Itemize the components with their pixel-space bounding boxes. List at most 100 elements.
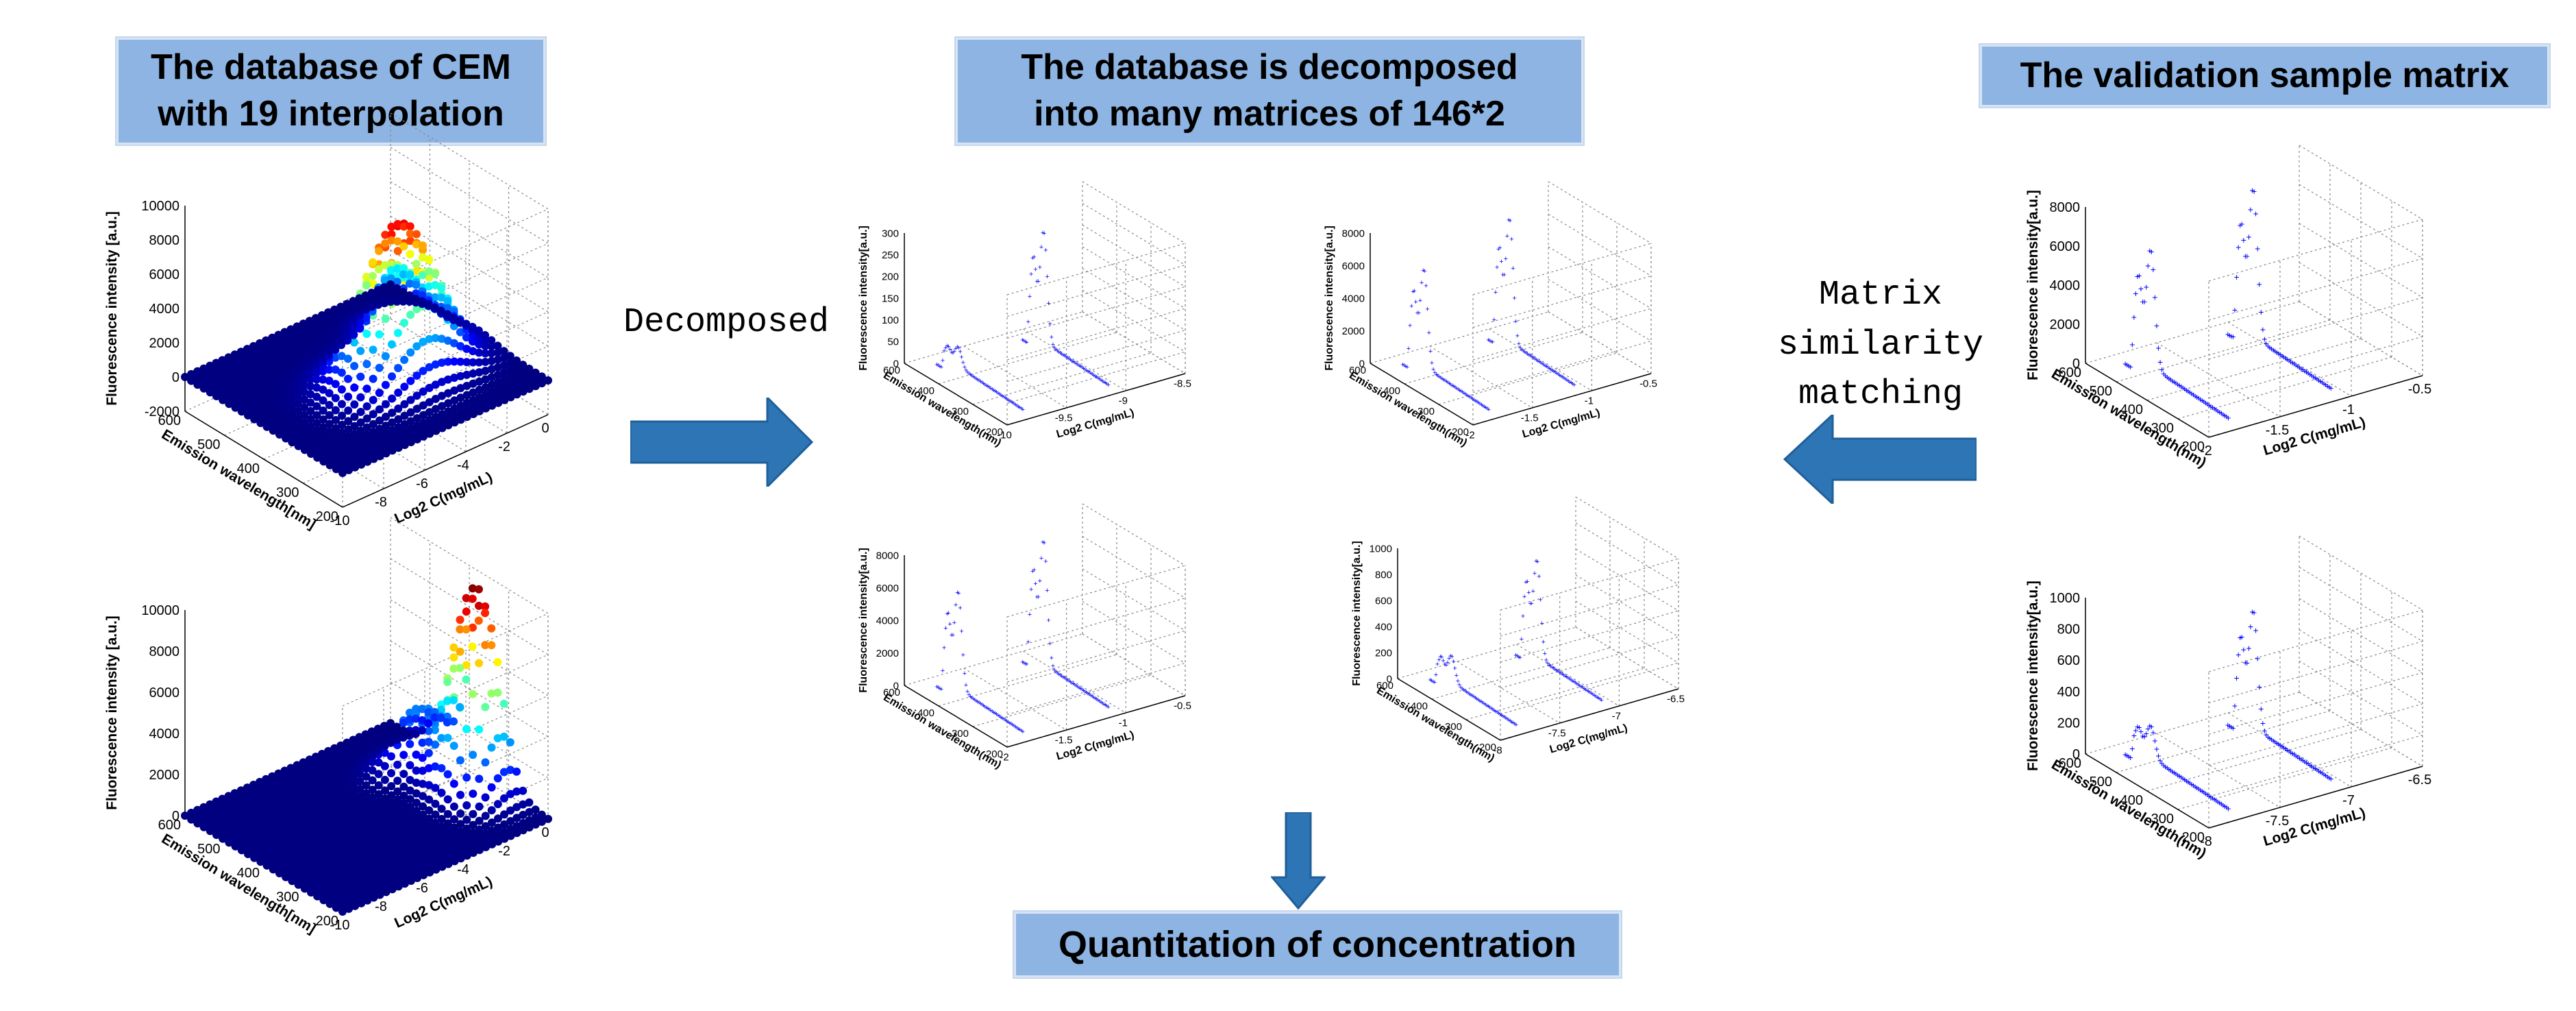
z-tick-label: 8000 [2050,200,2081,215]
surface-point [381,794,390,803]
surface-point [319,882,328,891]
surface-point [319,862,327,871]
surface-point [256,339,264,348]
data-point: + [2284,744,2290,755]
surface-point [444,399,453,408]
data-point: + [1030,568,1035,576]
surface-point [300,851,309,860]
surface-point [374,790,383,799]
surface-point [419,426,428,434]
surface-point [386,719,395,727]
data-point: + [2281,352,2286,363]
surface-point [438,391,446,400]
surface-point [400,411,409,420]
surface-point [506,358,515,367]
surface-point [187,369,196,378]
data-point: + [1515,653,1519,661]
surface-point [430,713,439,722]
surface-point [268,360,277,369]
surface-point [475,393,484,402]
surface-point [356,852,365,861]
data-point: + [2295,751,2301,762]
surface-point [350,835,359,844]
data-point: + [2288,746,2294,757]
surface-point [312,859,321,868]
data-point: + [1520,346,1524,354]
data-point: + [2210,792,2216,803]
y-tick-label: 200 [316,914,338,929]
surface-point [419,411,428,419]
surface-point [356,440,365,449]
surface-point [332,445,340,454]
grid-line [1082,311,1186,374]
surface-point [431,838,440,847]
surface-point [330,770,339,779]
surface-point [294,880,303,889]
right-arrow-icon [630,398,814,487]
data-point: + [1026,638,1030,646]
surface-point [319,809,327,818]
surface-point [494,837,503,846]
surface-point [187,376,196,385]
surface-point [386,725,395,734]
surface-point [319,430,327,439]
surface-point [387,791,396,800]
grid-line [1082,289,1186,352]
surface-point [393,722,401,731]
surface-point [388,865,397,874]
data-point: + [991,709,995,717]
data-point: + [1511,265,1515,273]
surface-point [274,789,283,798]
surface-point [356,372,365,381]
surface-point [500,382,509,391]
x-tick-label: -8 [375,899,387,914]
surface-point [363,444,372,453]
data-point: + [2214,795,2219,806]
surface-point [388,409,397,417]
surface-point [393,829,402,838]
data-point: + [987,384,991,392]
surface-point [450,374,459,382]
surface-point [456,790,465,799]
data-point: + [1562,374,1566,382]
surface-point [344,884,353,893]
grid-line [2208,258,2423,321]
surface-point [406,863,415,872]
surface-point [275,829,284,838]
surface-point [299,387,308,396]
surface-point [400,846,409,855]
data-point: + [2152,735,2157,746]
grid-line [1548,246,1652,309]
surface-point [319,836,327,844]
surface-point [344,871,353,880]
surface-point [369,814,377,823]
surface-point [281,380,290,389]
surface-point [482,842,491,851]
surface-point [481,758,490,767]
surface-point [449,742,458,751]
validation-matrix-text: The validation sample matrix [2020,55,2510,95]
data-point: + [1050,655,1054,663]
data-point: + [2218,408,2224,419]
surface-point [418,291,427,300]
surface-point [324,315,333,324]
data-point: + [2253,625,2259,636]
data-point: + [1522,348,1526,356]
surface-point [262,376,271,385]
x-tick-label: -8 [1493,745,1502,757]
x-tick-label: -7.5 [1548,728,1566,740]
data-point: + [1038,264,1042,272]
data-point: + [1020,336,1024,344]
surface-point [337,794,346,803]
surface-point [462,358,471,367]
surface-point [462,675,471,684]
surface-point [206,381,214,390]
surface-point [424,708,433,716]
data-point: + [2128,361,2133,372]
data-point: + [1081,687,1085,695]
z-tick-label: 50 [887,337,899,348]
x-tick-label: 0 [541,825,549,840]
surface-point [294,407,303,416]
matching-line-3: matching [1798,375,1964,414]
data-point: + [1524,350,1528,358]
